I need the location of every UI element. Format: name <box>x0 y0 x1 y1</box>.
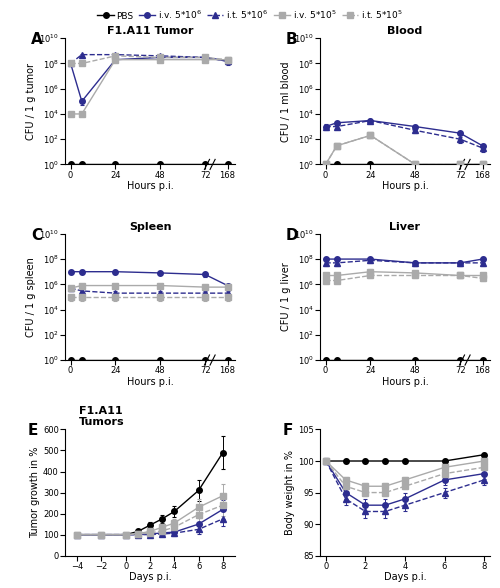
Title: Liver: Liver <box>390 222 420 232</box>
Text: E: E <box>28 423 38 438</box>
Text: F1.A11
Tumors: F1.A11 Tumors <box>78 406 124 427</box>
Y-axis label: CFU / 1 g spleen: CFU / 1 g spleen <box>26 257 36 337</box>
X-axis label: Hours p.i.: Hours p.i. <box>126 377 174 387</box>
Y-axis label: CFU / 1 g liver: CFU / 1 g liver <box>281 263 291 331</box>
Title: F1.A11 Tumor: F1.A11 Tumor <box>107 26 193 36</box>
Text: F: F <box>282 423 293 438</box>
Text: B: B <box>286 32 298 47</box>
Text: A: A <box>31 32 43 47</box>
Text: C: C <box>31 228 42 242</box>
Y-axis label: Tumor growth in %: Tumor growth in % <box>30 447 40 538</box>
X-axis label: Hours p.i.: Hours p.i. <box>382 181 428 191</box>
Legend: PBS, i.v. 5*10$^6$, i.t. 5*10$^6$, i.v. 5*10$^5$, i.t. 5*10$^5$: PBS, i.v. 5*10$^6$, i.t. 5*10$^6$, i.v. … <box>94 5 406 24</box>
X-axis label: Days p.i.: Days p.i. <box>384 572 426 582</box>
Title: Spleen: Spleen <box>129 222 171 232</box>
X-axis label: Days p.i.: Days p.i. <box>128 572 172 582</box>
Text: D: D <box>286 228 298 242</box>
Y-axis label: CFU / 1 ml blood: CFU / 1 ml blood <box>281 61 291 142</box>
Title: Blood: Blood <box>388 26 422 36</box>
Y-axis label: Body weight in %: Body weight in % <box>285 450 295 535</box>
X-axis label: Hours p.i.: Hours p.i. <box>382 377 428 387</box>
X-axis label: Hours p.i.: Hours p.i. <box>126 181 174 191</box>
Y-axis label: CFU / 1 g tumor: CFU / 1 g tumor <box>26 63 36 140</box>
